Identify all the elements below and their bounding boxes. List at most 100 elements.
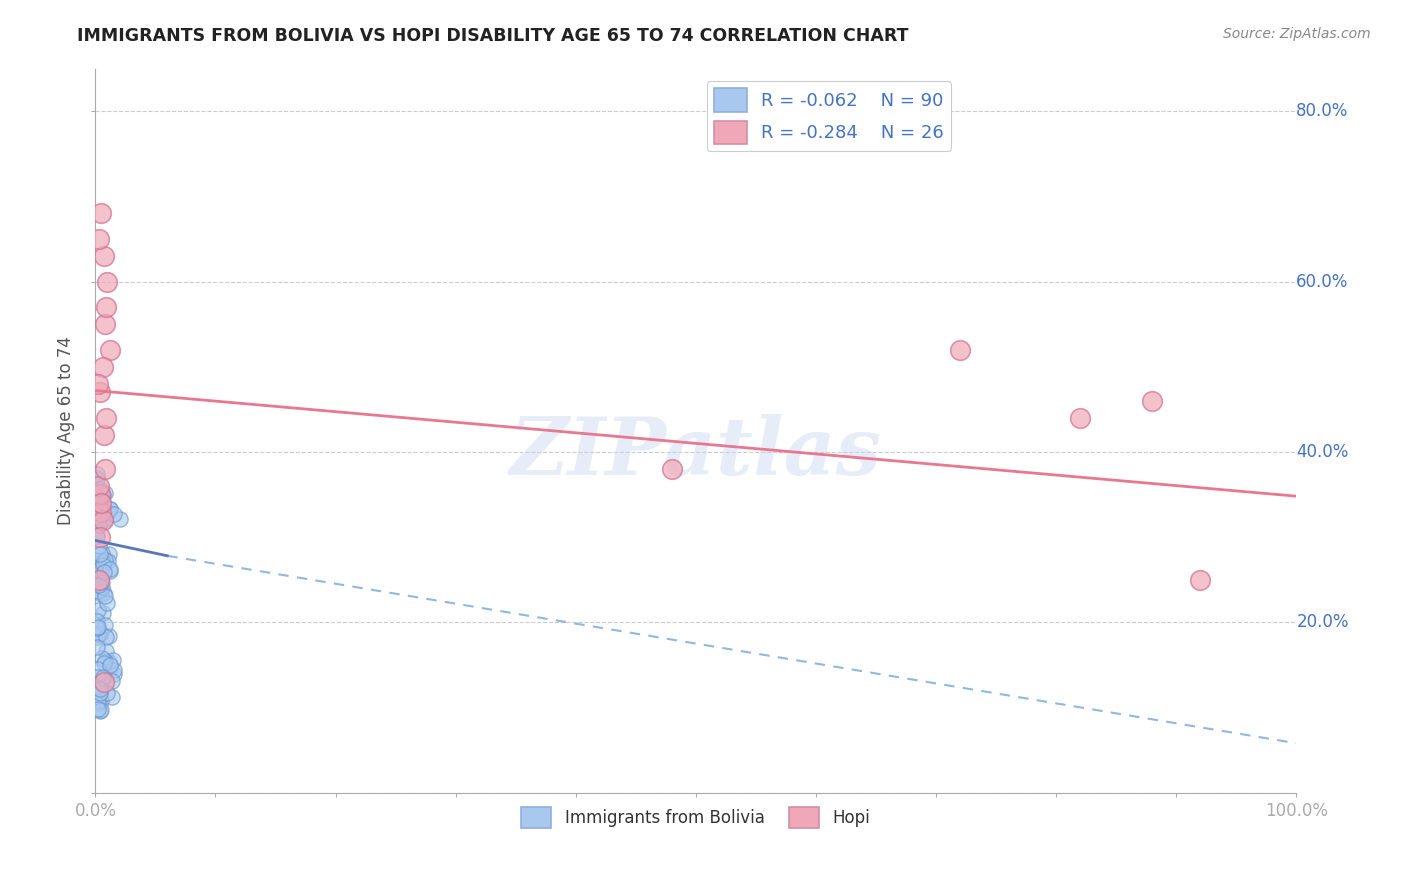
- Point: [98, 343, 121, 357]
- Point: [86, 603, 108, 617]
- Point: [86, 521, 108, 535]
- Point: [101, 690, 124, 704]
- Point: [93, 565, 115, 579]
- Point: [94, 654, 117, 668]
- Point: [98, 502, 121, 516]
- Point: [89, 487, 111, 501]
- Point: [98, 562, 121, 576]
- Point: [94, 462, 117, 476]
- Point: [103, 507, 125, 521]
- Point: [86, 528, 108, 542]
- Point: [100, 662, 122, 676]
- Point: [97, 505, 120, 519]
- Point: [91, 580, 114, 594]
- Point: [94, 410, 117, 425]
- Point: [91, 651, 114, 665]
- Point: [1069, 410, 1091, 425]
- Point: [90, 546, 112, 560]
- Point: [87, 552, 110, 566]
- Point: [87, 583, 110, 598]
- Point: [86, 680, 108, 694]
- Point: [91, 488, 114, 502]
- Point: [89, 492, 111, 507]
- Point: [93, 586, 115, 600]
- Point: [90, 587, 112, 601]
- Point: [96, 685, 118, 699]
- Point: [86, 669, 108, 683]
- Text: 40.0%: 40.0%: [1296, 443, 1348, 461]
- Point: [86, 676, 108, 690]
- Point: [93, 618, 115, 632]
- Point: [89, 683, 111, 698]
- Point: [94, 317, 117, 331]
- Point: [93, 427, 115, 442]
- Point: [89, 548, 111, 562]
- Point: [103, 667, 125, 681]
- Point: [89, 482, 111, 496]
- Point: [90, 574, 112, 589]
- Point: [98, 565, 121, 579]
- Point: [87, 620, 110, 634]
- Point: [87, 627, 110, 641]
- Point: [89, 704, 111, 718]
- Text: IMMIGRANTS FROM BOLIVIA VS HOPI DISABILITY AGE 65 TO 74 CORRELATION CHART: IMMIGRANTS FROM BOLIVIA VS HOPI DISABILI…: [77, 27, 908, 45]
- Point: [87, 509, 110, 524]
- Point: [96, 596, 118, 610]
- Point: [87, 662, 110, 676]
- Point: [86, 621, 108, 635]
- Point: [90, 703, 112, 717]
- Point: [91, 607, 114, 621]
- Point: [90, 515, 112, 529]
- Point: [94, 300, 117, 314]
- Y-axis label: Disability Age 65 to 74: Disability Age 65 to 74: [58, 336, 75, 525]
- Point: [89, 530, 111, 544]
- Point: [89, 510, 111, 524]
- Point: [90, 206, 112, 220]
- Text: Source: ZipAtlas.com: Source: ZipAtlas.com: [1223, 27, 1371, 41]
- Point: [94, 553, 117, 567]
- Point: [90, 625, 112, 640]
- Point: [89, 491, 111, 506]
- Text: ZIPatlas: ZIPatlas: [510, 414, 882, 491]
- Point: [90, 561, 112, 575]
- Point: [87, 701, 110, 715]
- Point: [91, 513, 114, 527]
- Point: [87, 564, 110, 578]
- Point: [1140, 393, 1163, 408]
- Point: [96, 644, 118, 658]
- Point: [86, 573, 108, 587]
- Point: [87, 578, 110, 592]
- Point: [86, 614, 108, 628]
- Point: [86, 485, 108, 500]
- Point: [110, 512, 132, 526]
- Point: [93, 656, 115, 670]
- Point: [91, 558, 114, 572]
- Point: [87, 518, 110, 533]
- Point: [98, 658, 121, 673]
- Point: [98, 655, 121, 669]
- Point: [89, 385, 111, 400]
- Point: [98, 629, 121, 643]
- Point: [86, 640, 108, 655]
- Point: [89, 681, 111, 696]
- Point: [96, 275, 118, 289]
- Text: 80.0%: 80.0%: [1296, 102, 1348, 120]
- Point: [86, 630, 108, 644]
- Point: [86, 467, 108, 482]
- Point: [87, 539, 110, 553]
- Point: [86, 471, 108, 485]
- Point: [93, 674, 115, 689]
- Point: [86, 627, 108, 641]
- Point: [91, 359, 114, 374]
- Point: [87, 479, 110, 493]
- Point: [103, 663, 125, 677]
- Text: 60.0%: 60.0%: [1296, 272, 1348, 291]
- Point: [101, 653, 124, 667]
- Point: [949, 343, 972, 357]
- Point: [89, 686, 111, 700]
- Point: [98, 502, 121, 516]
- Point: [94, 512, 117, 526]
- Point: [101, 673, 124, 688]
- Point: [87, 694, 110, 708]
- Legend: Immigrants from Bolivia, Hopi: Immigrants from Bolivia, Hopi: [515, 800, 877, 835]
